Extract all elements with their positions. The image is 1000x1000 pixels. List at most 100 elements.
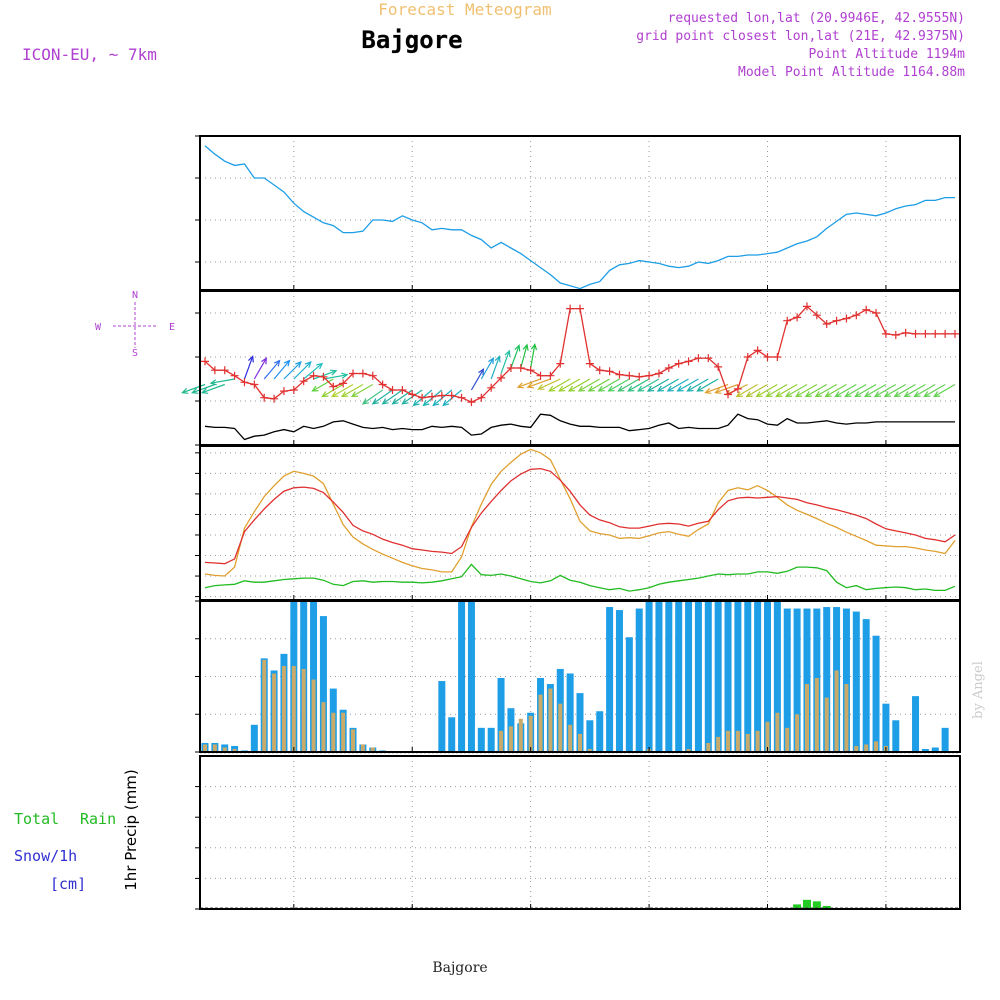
wind-arrow-head	[261, 356, 267, 365]
low-cloud-bar	[814, 678, 819, 752]
gust-marker	[210, 366, 219, 375]
wind-arrow	[490, 356, 500, 380]
low-cloud-bar	[578, 733, 582, 752]
wind-arrow-head	[304, 361, 312, 368]
wind-arrow-head	[494, 355, 501, 363]
gust-marker	[733, 384, 742, 393]
location-title: Bajgore	[361, 26, 462, 54]
wind-arrow	[785, 383, 808, 398]
wind-arrow	[538, 378, 561, 390]
wind-arrow-head	[676, 385, 684, 392]
total-cloud-bar	[615, 610, 623, 752]
gust-marker	[576, 304, 584, 313]
gust-marker	[230, 371, 239, 380]
wind-arrow	[273, 360, 290, 380]
wind-arrow-head	[735, 391, 743, 398]
wind-arrow-head	[785, 391, 793, 398]
wind-arrow-head	[504, 349, 511, 357]
gust-marker	[872, 309, 881, 317]
gust-marker	[802, 302, 811, 311]
total-cloud-bar	[635, 608, 643, 752]
wind-arrow	[331, 383, 354, 398]
total-cloud-bar	[576, 693, 584, 752]
wind-arrow	[527, 378, 551, 388]
wind-arrow-head	[530, 343, 538, 351]
wind-arrow	[530, 344, 536, 369]
wind-arrow-head	[913, 391, 921, 398]
wind-arrow	[598, 378, 620, 392]
low-cloud-bar	[874, 741, 879, 752]
wind-arrow-head	[834, 391, 842, 398]
gust-marker	[408, 390, 417, 399]
wind-arrow-head	[558, 385, 566, 392]
low-cloud-bar	[508, 726, 513, 752]
wind-arrow	[382, 389, 403, 405]
low-cloud-bar	[558, 703, 563, 752]
total-cloud-bar	[645, 601, 653, 752]
total-cloud-bar	[872, 635, 880, 752]
wind-arrow	[312, 378, 334, 392]
total-cloud-bar	[665, 601, 673, 752]
low-cloud-bar	[834, 670, 839, 752]
gust-marker	[822, 320, 831, 328]
low-cloud-bar	[775, 712, 780, 752]
low-cloud-bar	[499, 730, 504, 752]
low-cloud-bar	[706, 742, 711, 752]
low-cloud-bar	[291, 665, 296, 752]
low-cloud-bar	[272, 673, 277, 752]
rain-bar	[822, 905, 831, 909]
wind-arrow	[500, 350, 510, 374]
gust-marker	[250, 380, 259, 389]
wind-arrow	[313, 370, 337, 380]
gust-marker	[724, 390, 733, 399]
wind-arrow	[192, 383, 216, 394]
low-cloud-bar	[824, 697, 829, 752]
total-cloud-bar	[566, 673, 574, 752]
total-cloud-bar	[310, 601, 318, 752]
gust-marker	[931, 329, 940, 338]
gust-marker	[388, 386, 397, 394]
wind-arrow-head	[381, 398, 389, 405]
pressure-line	[204, 145, 955, 290]
gust-marker	[368, 371, 377, 380]
wind-arrow-head	[209, 379, 217, 386]
gust-marker	[763, 353, 772, 361]
low-cloud-bar	[341, 712, 346, 752]
gust-marker	[349, 369, 358, 378]
total-cloud-bar	[931, 747, 939, 752]
grid-coords: grid point closest lon,lat (21E, 42.9375…	[636, 29, 965, 44]
low-cloud-bar	[301, 668, 306, 752]
wind-arrow	[243, 356, 254, 380]
gust-marker	[556, 359, 565, 368]
wind-arrow	[510, 345, 520, 369]
low-cloud-bar	[795, 714, 800, 752]
wind-arrow	[825, 383, 847, 398]
wind-arrow-head	[311, 385, 319, 392]
low-cloud-bar	[745, 733, 750, 752]
wind-arrow	[657, 378, 679, 392]
gust-marker	[911, 329, 920, 338]
gust-marker	[270, 394, 279, 403]
wind-arrow-head	[794, 391, 803, 398]
credit-watermark: by Angel	[971, 661, 986, 719]
wind-arrow	[293, 361, 312, 380]
gust-marker	[201, 357, 209, 366]
gust-marker	[437, 391, 446, 400]
low-cloud-bar	[735, 730, 740, 752]
gust-marker	[467, 398, 476, 407]
total-cloud-bar	[773, 601, 781, 752]
total-cloud-bar	[793, 608, 801, 752]
wind-arrow-head	[637, 385, 645, 392]
total-cloud-bar	[438, 681, 446, 752]
wind-arrow	[303, 363, 323, 380]
low-cloud-bar	[370, 747, 375, 752]
low-cloud-bar	[518, 718, 523, 752]
low-cloud-bar	[686, 748, 691, 752]
total-cloud-bar	[744, 601, 752, 752]
rain-bar	[802, 899, 811, 909]
dewpoint-line	[204, 563, 956, 592]
wind-arrow	[558, 378, 581, 392]
gust-marker	[615, 370, 624, 379]
wind-arrow-head	[854, 391, 862, 398]
gust-marker	[536, 371, 545, 380]
